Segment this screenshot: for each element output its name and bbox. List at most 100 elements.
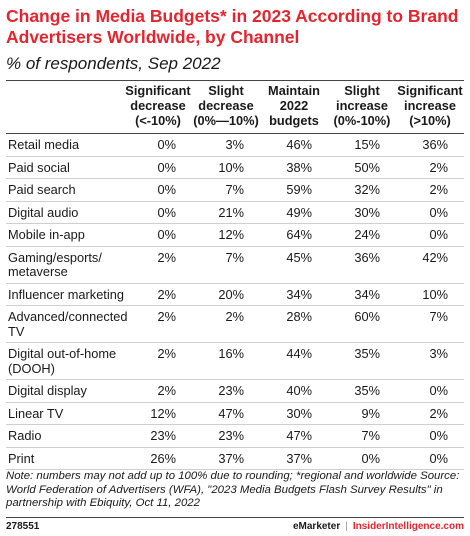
row-label: Paid search xyxy=(6,178,124,202)
table-cell-value: 2% xyxy=(124,283,192,306)
table-cell-value: 30% xyxy=(328,201,396,224)
table-cell-value: 47% xyxy=(260,424,328,448)
footer-brand: eMarketer | InsiderIntelligence.com xyxy=(293,521,464,532)
bottom-divider xyxy=(6,517,464,518)
table-cell-value: 42% xyxy=(396,246,464,284)
table-cell-value: 2% xyxy=(124,246,192,284)
row-label: Retail media xyxy=(6,133,124,157)
table-cell-value: 20% xyxy=(192,283,260,306)
column-header-line: (0%—10%) xyxy=(193,113,259,128)
brand-insider-intelligence: InsiderIntelligence.com xyxy=(352,521,464,532)
table-cell-value: 2% xyxy=(396,178,464,202)
table-cell-value: 10% xyxy=(192,156,260,179)
table-cell-value: 35% xyxy=(328,379,396,403)
table-cell-value: 23% xyxy=(124,424,192,448)
row-label: Advanced/connected TV xyxy=(6,305,128,343)
column-header-line: increase xyxy=(404,98,456,113)
row-label: Gaming/esports/ metaverse xyxy=(6,246,124,284)
table-cell-value: 12% xyxy=(124,402,192,425)
column-header-line: Significant xyxy=(397,83,463,98)
table-cell-value: 24% xyxy=(328,223,396,247)
row-label: Radio xyxy=(6,424,124,448)
row-label: Linear TV xyxy=(6,402,124,425)
table-row: Influencer marketing 2% 20% 34% 34% 10% xyxy=(6,283,464,306)
table-cell-value: 46% xyxy=(260,133,328,157)
row-label: Mobile in-app xyxy=(6,223,124,247)
table-cell-value: 0% xyxy=(396,447,464,470)
table-cell-value: 47% xyxy=(192,402,260,425)
column-header-line: budgets xyxy=(269,113,319,128)
chart-id: 278551 xyxy=(6,521,40,532)
table-cell-value: 37% xyxy=(192,447,260,470)
table-cell-value: 45% xyxy=(260,246,328,284)
table-cell-value: 35% xyxy=(328,342,396,380)
table-row: Digital display 2% 23% 40% 35% 0% xyxy=(6,379,464,403)
table-cell-value: 28% xyxy=(260,305,328,343)
column-header-line: decrease xyxy=(198,98,254,113)
table-cell-value: 23% xyxy=(192,379,260,403)
table-row: Advanced/connected TV 2% 2% 28% 60% 7% xyxy=(6,305,464,343)
table-cell-value: 0% xyxy=(124,223,192,247)
table-cell-value: 38% xyxy=(260,156,328,179)
row-label: Digital display xyxy=(6,379,124,403)
table-row: Gaming/esports/ metaverse 2% 7% 45% 36% 42% xyxy=(6,246,464,284)
footnote: Note: numbers may not add up to 100% due… xyxy=(6,470,460,509)
table-cell-value: 7% xyxy=(192,178,260,202)
table-cell-value: 9% xyxy=(328,402,396,425)
table-row: Paid search 0% 7% 59% 32% 2% xyxy=(6,178,464,202)
table-cell-value: 34% xyxy=(260,283,328,306)
column-header-line: Slight xyxy=(208,83,244,98)
row-label: Digital audio xyxy=(6,201,124,224)
table-cell-value: 2% xyxy=(124,379,192,403)
table-cell-value: 2% xyxy=(192,305,260,343)
table-cell-value: 32% xyxy=(328,178,396,202)
table-cell-value: 15% xyxy=(328,133,396,157)
column-header: Slight decrease (0%—10%) xyxy=(192,83,260,134)
row-label: Influencer marketing xyxy=(6,283,124,306)
column-header: Slight increase (0%-10%) xyxy=(328,83,396,134)
table-cell-value: 12% xyxy=(192,223,260,247)
table-cell-value: 60% xyxy=(328,305,396,343)
table-cell-value: 23% xyxy=(192,424,260,448)
chart-subtitle: % of respondents, Sep 2022 xyxy=(6,54,221,73)
table-cell-value: 3% xyxy=(192,133,260,157)
column-header-line: (>10%) xyxy=(409,113,451,128)
table-cell-value: 36% xyxy=(328,246,396,284)
row-label: Paid social xyxy=(6,156,124,179)
table-cell-value: 0% xyxy=(396,201,464,224)
table-cell-value: 40% xyxy=(260,379,328,403)
brand-emarketer: eMarketer xyxy=(292,521,341,532)
column-header: Maintain 2022 budgets xyxy=(260,83,328,134)
table-cell-value: 16% xyxy=(192,342,260,380)
table-row: Radio 23% 23% 47% 7% 0% xyxy=(6,424,464,448)
table-cell-value: 0% xyxy=(328,447,396,470)
table-cell-value: 64% xyxy=(260,223,328,247)
column-header-line: Slight xyxy=(344,83,380,98)
table-cell-value: 21% xyxy=(192,201,260,224)
row-label: Print xyxy=(6,447,124,470)
table-row: Mobile in-app 0% 12% 64% 24% 0% xyxy=(6,223,464,247)
top-divider xyxy=(6,80,464,81)
column-header-line: 2022 xyxy=(279,98,309,113)
table-cell-value: 0% xyxy=(124,133,192,157)
table-cell-value: 2% xyxy=(396,402,464,425)
table-cell-value: 7% xyxy=(396,305,464,343)
table-row: Digital out-of-home (DOOH) 2% 16% 44% 35% 3% xyxy=(6,342,464,380)
table-cell-value: 2% xyxy=(396,156,464,179)
table-cell-value: 0% xyxy=(124,178,192,202)
column-header-line: (<-10%) xyxy=(135,113,181,128)
column-header-label xyxy=(6,83,124,134)
table-cell-value: 0% xyxy=(396,424,464,448)
table-row: Retail media 0% 3% 46% 15% 36% xyxy=(6,133,464,157)
column-header-line: (0%-10%) xyxy=(333,113,391,128)
table-cell-value: 2% xyxy=(124,305,192,343)
table-cell-value: 49% xyxy=(260,201,328,224)
table-cell-value: 0% xyxy=(396,379,464,403)
table-cell-value: 59% xyxy=(260,178,328,202)
column-header-line: decrease xyxy=(130,98,186,113)
table-cell-value: 10% xyxy=(396,283,464,306)
table-cell-value: 30% xyxy=(260,402,328,425)
table-cell-value: 50% xyxy=(328,156,396,179)
column-header-line: increase xyxy=(336,98,388,113)
table-cell-value: 0% xyxy=(124,201,192,224)
